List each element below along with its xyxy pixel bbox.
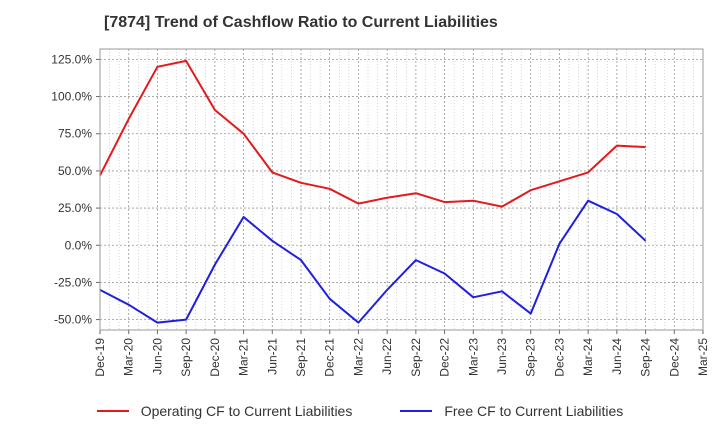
y-tick-label: 100.0% — [51, 90, 92, 104]
x-tick-label: Sep-22 — [409, 338, 423, 377]
x-tick-label: Mar-23 — [466, 338, 480, 376]
x-tick-label: Sep-23 — [524, 338, 538, 377]
grid-lines — [99, 49, 704, 330]
y-axis: 125.0% 100.0% 75.0% 50.0% 25.0% 0.0% -25.0% -50… — [51, 52, 100, 327]
x-tick-label: Dec-22 — [438, 338, 452, 377]
y-tick-label: 50.0% — [58, 164, 92, 178]
legend-swatch-free-cf — [400, 410, 433, 412]
legend-swatch-operating-cf — [96, 410, 129, 412]
x-tick-label: Mar-24 — [581, 338, 595, 376]
x-tick-label: Dec-19 — [93, 338, 107, 377]
y-tick-label: 25.0% — [58, 201, 92, 215]
x-tick-label: Mar-25 — [696, 338, 710, 376]
x-tick-label: Mar-21 — [237, 338, 251, 376]
series-layer — [99, 59, 647, 324]
x-axis: Dec-19 Mar-20 Jun-20 Sep-20 Dec-20 Mar-21 Jun-… — [93, 330, 710, 377]
x-tick-label: Jun-24 — [610, 338, 624, 375]
y-tick-label: 75.0% — [58, 127, 92, 141]
x-tick-label: Mar-22 — [351, 338, 365, 376]
x-tick-label: Jun-21 — [265, 338, 279, 375]
legend: Operating CF to Current Liabilities Free… — [0, 403, 720, 419]
legend-item-free-cf: Free CF to Current Liabilities — [400, 403, 623, 419]
x-tick-label: Mar-20 — [122, 338, 136, 376]
x-tick-label: Jun-23 — [495, 338, 509, 375]
x-tick-label: Jun-20 — [150, 338, 164, 375]
x-tick-label: Jun-22 — [380, 338, 394, 375]
x-tick-label: Dec-24 — [667, 338, 681, 377]
plot-frame — [99, 48, 704, 331]
series-line-free-cf — [99, 199, 647, 324]
x-tick-label: Dec-21 — [323, 338, 337, 377]
x-tick-label: Dec-20 — [208, 338, 222, 377]
y-tick-label: 125.0% — [51, 52, 92, 66]
y-tick-label: 0.0% — [65, 238, 93, 252]
legend-label-operating-cf: Operating CF to Current Liabilities — [140, 403, 353, 419]
y-tick-label: -50.0% — [54, 313, 92, 327]
y-tick-label: -25.0% — [54, 275, 92, 289]
legend-label-free-cf: Free CF to Current Liabilities — [444, 403, 624, 419]
x-tick-label: Sep-21 — [294, 338, 308, 377]
legend-item-operating-cf: Operating CF to Current Liabilities — [96, 403, 353, 419]
x-tick-label: Sep-20 — [179, 338, 193, 377]
x-tick-label: Sep-24 — [639, 338, 653, 377]
x-tick-label: Dec-23 — [552, 338, 566, 377]
series-line-operating-cf — [99, 59, 646, 208]
chart-title: [7874] Trend of Cashflow Ratio to Curren… — [104, 14, 498, 31]
